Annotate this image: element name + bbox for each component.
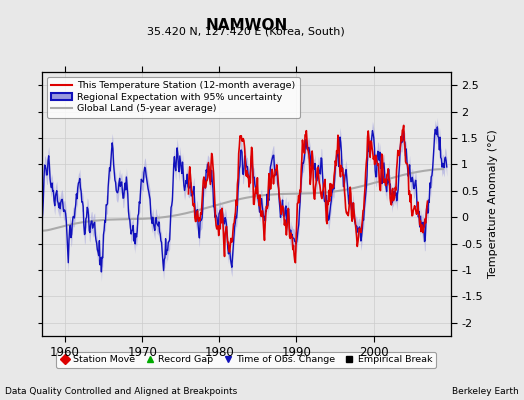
- Text: 35.420 N, 127.420 E (Korea, South): 35.420 N, 127.420 E (Korea, South): [147, 26, 345, 36]
- Text: 1980: 1980: [204, 346, 234, 359]
- Text: NAMWON: NAMWON: [205, 18, 287, 33]
- Text: Data Quality Controlled and Aligned at Breakpoints: Data Quality Controlled and Aligned at B…: [5, 387, 237, 396]
- Y-axis label: Temperature Anomaly (°C): Temperature Anomaly (°C): [488, 130, 498, 278]
- Text: 1990: 1990: [281, 346, 311, 359]
- Text: 1960: 1960: [50, 346, 80, 359]
- Legend: This Temperature Station (12-month average), Regional Expectation with 95% uncer: This Temperature Station (12-month avera…: [47, 77, 300, 118]
- Text: 1970: 1970: [127, 346, 157, 359]
- Legend: Station Move, Record Gap, Time of Obs. Change, Empirical Break: Station Move, Record Gap, Time of Obs. C…: [57, 352, 436, 368]
- Text: Berkeley Earth: Berkeley Earth: [452, 387, 519, 396]
- Text: 2000: 2000: [359, 346, 388, 359]
